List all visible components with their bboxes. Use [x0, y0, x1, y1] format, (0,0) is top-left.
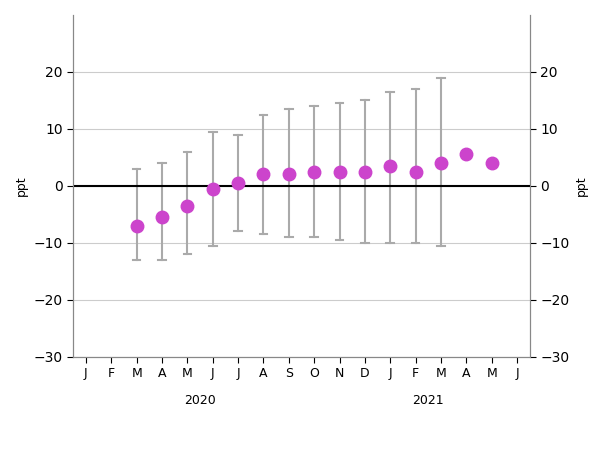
Text: 2021: 2021: [412, 394, 444, 407]
Y-axis label: ppt: ppt: [575, 176, 588, 196]
Y-axis label: ppt: ppt: [15, 176, 28, 196]
Text: 2020: 2020: [184, 394, 216, 407]
